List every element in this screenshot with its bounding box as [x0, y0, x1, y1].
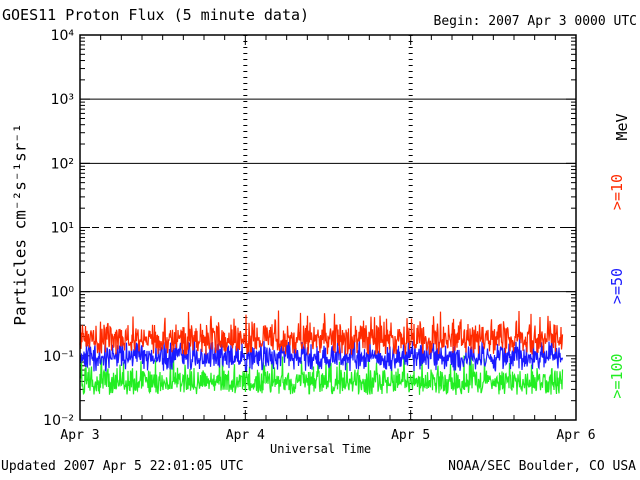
legend-unit-label: MeV	[613, 113, 631, 141]
y-axis-label: Particles cm⁻²s⁻¹sr⁻¹	[10, 123, 30, 326]
series-line-ge50	[79, 338, 564, 373]
y-tick-label: 10⁻²	[43, 413, 74, 429]
series-line-ge100	[79, 353, 564, 395]
y-tick-label: 10⁴	[51, 28, 75, 44]
x-tick-label: Apr 3	[60, 428, 99, 443]
y-tick-label: 10²	[51, 156, 74, 172]
begin-time-label: Begin: 2007 Apr 3 0000 UTC	[433, 14, 638, 29]
x-axis-label: Universal Time	[270, 442, 372, 456]
organization-credit: NOAA/SEC Boulder, CO USA	[448, 459, 636, 474]
updated-timestamp: Updated 2007 Apr 5 22:01:05 UTC	[1, 459, 244, 474]
legend-ge100-label: >=100	[608, 353, 626, 399]
legend-ge50-label: >=50	[608, 267, 626, 305]
x-tick-label: Apr 6	[556, 428, 595, 443]
y-tick-label: 10¹	[51, 221, 74, 237]
series-line-ge10	[79, 310, 564, 357]
y-tick-label: 10³	[51, 92, 74, 108]
plot-frame	[79, 34, 577, 421]
y-tick-label: 10⁻¹	[43, 349, 74, 365]
legend-ge10-label: >=10	[608, 173, 626, 211]
chart-title: GOES11 Proton Flux (5 minute data)	[2, 6, 310, 24]
x-tick-label: Apr 4	[226, 428, 265, 443]
y-tick-label: 10⁰	[51, 285, 75, 301]
x-tick-label: Apr 5	[391, 428, 430, 443]
